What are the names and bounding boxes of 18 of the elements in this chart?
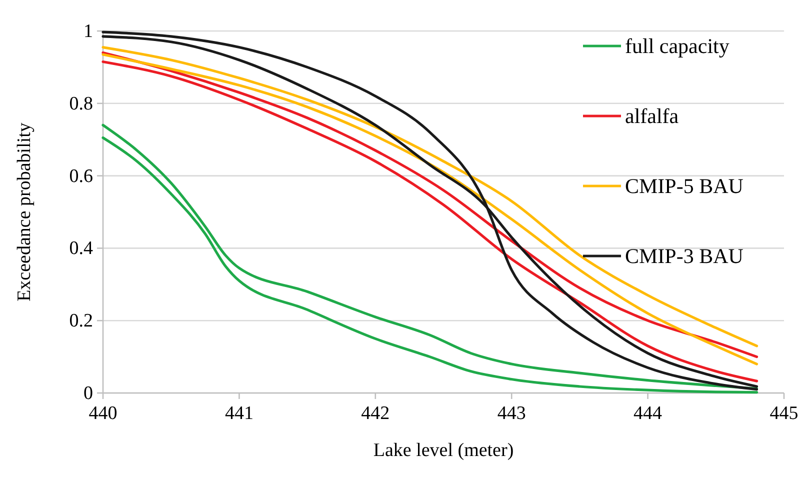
legend-label: alfalfa — [625, 104, 680, 128]
y-tick-label: 0.8 — [69, 93, 93, 114]
x-tick-label: 441 — [224, 403, 254, 424]
legend-label: full capacity — [625, 34, 730, 58]
y-tick-label: 0.4 — [69, 238, 94, 260]
legend-label: CMIP-5 BAU — [625, 174, 744, 198]
y-tick-label: 0 — [84, 383, 93, 404]
y-tick-label: 0.6 — [69, 166, 93, 187]
x-tick-label: 444 — [634, 403, 663, 424]
x-tick-label: 440 — [88, 403, 118, 424]
x-tick-label: 442 — [361, 403, 390, 424]
x-axis-title: Lake level (meter) — [373, 440, 514, 461]
y-axis-title: Exceedance probability — [14, 122, 35, 302]
x-tick-label: 443 — [497, 403, 526, 424]
y-tick-label: 0.2 — [69, 310, 93, 332]
legend-label: CMIP-3 BAU — [625, 244, 744, 268]
y-tick-label: 1 — [84, 21, 93, 42]
x-tick-label: 445 — [770, 403, 798, 424]
